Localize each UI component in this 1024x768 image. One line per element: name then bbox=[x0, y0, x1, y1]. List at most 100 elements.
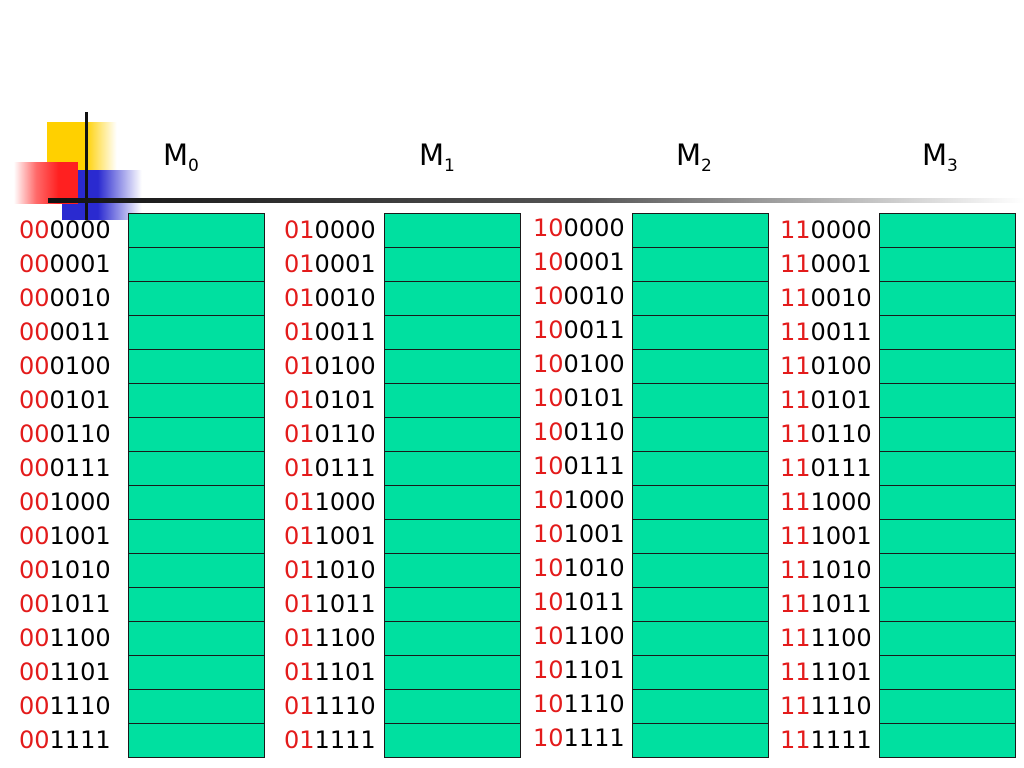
address-label: 010110 bbox=[284, 417, 376, 451]
memory-cell bbox=[129, 213, 264, 247]
decor-red-square bbox=[14, 162, 78, 204]
address-label: 011110 bbox=[284, 689, 376, 723]
memory-cell bbox=[385, 247, 520, 281]
address-offset-bits: 0010 bbox=[563, 282, 625, 310]
memory-cell bbox=[880, 519, 1015, 553]
address-offset-bits: 0100 bbox=[314, 352, 376, 380]
address-offset-bits: 0101 bbox=[563, 384, 625, 412]
address-module-bits: 10 bbox=[533, 452, 564, 480]
memory-cell bbox=[633, 621, 768, 655]
address-label: 100101 bbox=[533, 381, 625, 415]
address-offset-bits: 1100 bbox=[563, 622, 625, 650]
address-offset-bits: 1101 bbox=[49, 658, 111, 686]
address-offset-bits: 1110 bbox=[49, 692, 111, 720]
address-label: 110011 bbox=[780, 315, 872, 349]
address-label: 011001 bbox=[284, 519, 376, 553]
memory-cell bbox=[129, 621, 264, 655]
memory-cell bbox=[880, 383, 1015, 417]
memory-cell bbox=[880, 689, 1015, 723]
address-module-bits: 11 bbox=[780, 284, 811, 312]
address-offset-bits: 1001 bbox=[49, 522, 111, 550]
address-module-bits: 11 bbox=[780, 250, 811, 278]
address-offset-bits: 1010 bbox=[49, 556, 111, 584]
address-label: 010000 bbox=[284, 213, 376, 247]
address-module-bits: 11 bbox=[780, 726, 811, 754]
address-label: 001010 bbox=[19, 553, 111, 587]
memory-cell bbox=[633, 723, 768, 757]
address-module-bits: 00 bbox=[19, 284, 50, 312]
memory-cell bbox=[385, 519, 520, 553]
memory-cell bbox=[129, 553, 264, 587]
module-header: M0 bbox=[163, 138, 199, 175]
memory-cell bbox=[633, 655, 768, 689]
decor-vertical-line bbox=[85, 112, 88, 220]
address-offset-bits: 1011 bbox=[810, 590, 872, 618]
memory-cell bbox=[880, 213, 1015, 247]
address-offset-bits: 0110 bbox=[810, 420, 872, 448]
address-label: 001011 bbox=[19, 587, 111, 621]
address-offset-bits: 0110 bbox=[49, 420, 111, 448]
address-module-bits: 00 bbox=[19, 420, 50, 448]
memory-cell bbox=[880, 621, 1015, 655]
address-label: 010100 bbox=[284, 349, 376, 383]
memory-cell bbox=[880, 655, 1015, 689]
module-header-index: 3 bbox=[947, 156, 958, 176]
module-header-name: M bbox=[419, 138, 445, 172]
memory-cell bbox=[385, 689, 520, 723]
address-offset-bits: 1111 bbox=[810, 726, 872, 754]
memory-cell bbox=[385, 417, 520, 451]
address-offset-bits: 1111 bbox=[314, 726, 376, 754]
address-label: 100000 bbox=[533, 211, 625, 245]
address-offset-bits: 1110 bbox=[314, 692, 376, 720]
address-module-bits: 11 bbox=[780, 590, 811, 618]
memory-cell bbox=[880, 451, 1015, 485]
address-offset-bits: 0111 bbox=[563, 452, 625, 480]
address-module-bits: 01 bbox=[284, 318, 315, 346]
memory-cell-stack bbox=[879, 213, 1016, 758]
address-offset-bits: 1001 bbox=[314, 522, 376, 550]
address-module-bits: 10 bbox=[533, 282, 564, 310]
address-label: 011100 bbox=[284, 621, 376, 655]
memory-cell bbox=[129, 247, 264, 281]
memory-cell bbox=[129, 281, 264, 315]
address-label: 101110 bbox=[533, 687, 625, 721]
address-label: 111000 bbox=[780, 485, 872, 519]
address-module-bits: 01 bbox=[284, 726, 315, 754]
address-module-bits: 11 bbox=[780, 352, 811, 380]
memory-cell bbox=[880, 485, 1015, 519]
address-label: 000011 bbox=[19, 315, 111, 349]
address-module-bits: 01 bbox=[284, 488, 315, 516]
address-module-bits: 11 bbox=[780, 386, 811, 414]
memory-cell bbox=[385, 587, 520, 621]
memory-cell bbox=[385, 485, 520, 519]
address-offset-bits: 1100 bbox=[810, 624, 872, 652]
address-offset-bits: 1111 bbox=[49, 726, 111, 754]
memory-cell bbox=[129, 451, 264, 485]
address-label: 100011 bbox=[533, 313, 625, 347]
memory-cell bbox=[129, 689, 264, 723]
memory-cell bbox=[880, 587, 1015, 621]
memory-cell bbox=[385, 213, 520, 247]
address-label: 001001 bbox=[19, 519, 111, 553]
address-module-bits: 01 bbox=[284, 216, 315, 244]
memory-cell bbox=[633, 281, 768, 315]
memory-cell bbox=[385, 281, 520, 315]
memory-cell bbox=[129, 655, 264, 689]
address-module-bits: 11 bbox=[780, 624, 811, 652]
address-module-bits: 00 bbox=[19, 454, 50, 482]
memory-cell bbox=[633, 383, 768, 417]
memory-cell bbox=[385, 655, 520, 689]
module-header-index: 1 bbox=[444, 156, 455, 176]
address-module-bits: 00 bbox=[19, 556, 50, 584]
address-offset-bits: 1110 bbox=[563, 690, 625, 718]
module-header: M2 bbox=[676, 138, 712, 175]
address-module-bits: 11 bbox=[780, 692, 811, 720]
address-module-bits: 00 bbox=[19, 726, 50, 754]
address-label: 111001 bbox=[780, 519, 872, 553]
address-label: 110101 bbox=[780, 383, 872, 417]
address-label: 000111 bbox=[19, 451, 111, 485]
address-module-bits: 00 bbox=[19, 624, 50, 652]
memory-cell bbox=[385, 723, 520, 757]
memory-cell bbox=[385, 621, 520, 655]
address-label: 111010 bbox=[780, 553, 872, 587]
